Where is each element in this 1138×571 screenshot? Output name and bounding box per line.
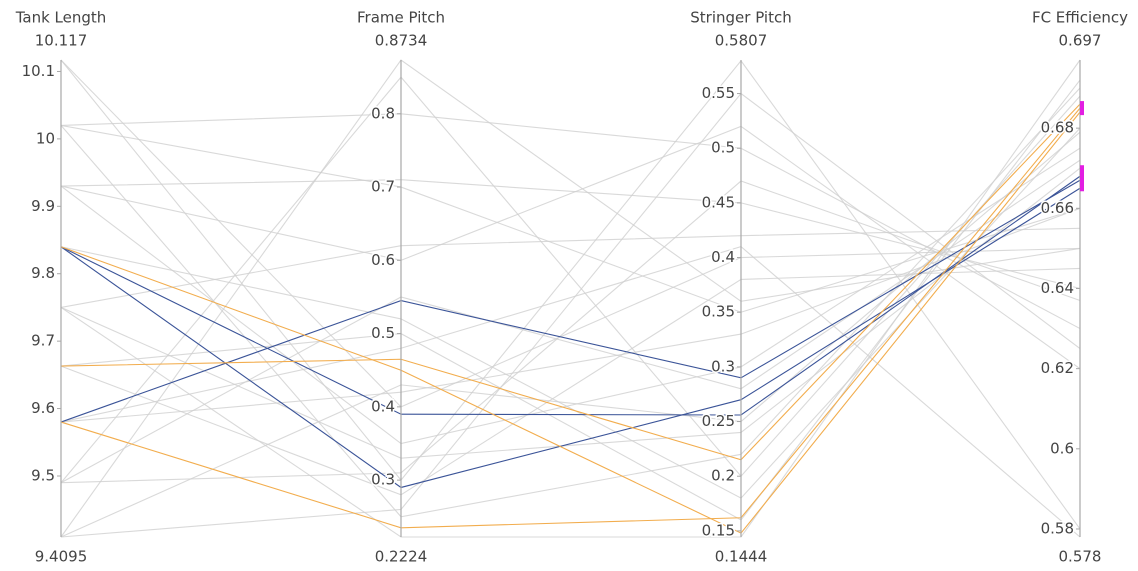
tick-label: 0.5 bbox=[371, 324, 395, 342]
tick-label: 0.62 bbox=[1041, 359, 1074, 377]
data-line bbox=[60, 103, 1081, 461]
tick-label: 0.2 bbox=[711, 467, 735, 485]
constraint-range bbox=[1080, 165, 1084, 192]
tick-label: 0.58 bbox=[1041, 519, 1074, 537]
tick-label: 9.6 bbox=[31, 399, 55, 417]
axis-min: 9.4095 bbox=[35, 548, 88, 566]
tick-label: 0.5 bbox=[711, 139, 735, 157]
tick-label: 0.15 bbox=[702, 521, 735, 539]
data-line bbox=[60, 131, 1081, 538]
axis-max: 0.697 bbox=[1059, 32, 1102, 50]
axis-max: 0.8734 bbox=[375, 32, 428, 50]
axis-min: 0.1444 bbox=[715, 548, 768, 566]
tick-label: 0.25 bbox=[702, 412, 735, 430]
tick-label: 0.7 bbox=[371, 178, 395, 196]
tick-label: 9.7 bbox=[31, 332, 55, 350]
data-line bbox=[60, 59, 1081, 530]
tick-label: 9.5 bbox=[31, 466, 55, 484]
data-line bbox=[60, 107, 1081, 529]
data-line bbox=[60, 111, 1081, 534]
data-line bbox=[60, 59, 1081, 538]
axis-title: Stringer Pitch bbox=[690, 9, 791, 27]
tick-label: 0.64 bbox=[1041, 279, 1074, 297]
data-line bbox=[60, 113, 1081, 330]
tick-label: 0.3 bbox=[711, 357, 735, 375]
tick-label: 0.4 bbox=[371, 397, 395, 415]
tick-label: 9.8 bbox=[31, 264, 55, 282]
tick-label: 10.1 bbox=[22, 62, 55, 80]
data-line bbox=[60, 179, 1081, 423]
tick-label: 0.8 bbox=[371, 104, 395, 122]
axis-title: Frame Pitch bbox=[357, 9, 445, 27]
data-line bbox=[60, 79, 1081, 521]
data-line bbox=[60, 92, 1081, 538]
axis-max: 10.117 bbox=[35, 32, 88, 50]
data-line bbox=[60, 124, 1081, 313]
axis-title: Tank Length bbox=[15, 9, 107, 27]
data-line bbox=[60, 180, 1081, 484]
axis-title: FC Efficiency bbox=[1032, 9, 1128, 27]
data-line bbox=[60, 207, 1081, 423]
tick-label: 0.66 bbox=[1041, 199, 1074, 217]
data-line bbox=[60, 59, 1081, 538]
data-line bbox=[60, 179, 1081, 290]
tick-label: 0.55 bbox=[702, 84, 735, 102]
axis-max: 0.5807 bbox=[715, 32, 768, 50]
tick-label: 9.9 bbox=[31, 197, 55, 215]
constraint-range bbox=[1080, 101, 1084, 116]
data-line bbox=[60, 175, 1081, 416]
data-line bbox=[60, 187, 1081, 489]
tick-label: 0.6 bbox=[1050, 439, 1074, 457]
data-line bbox=[60, 246, 1081, 538]
tick-label: 0.3 bbox=[371, 471, 395, 489]
data-line bbox=[60, 76, 1081, 484]
tick-label: 0.35 bbox=[702, 303, 735, 321]
tick-label: 0.4 bbox=[711, 248, 735, 266]
axis-min: 0.578 bbox=[1059, 548, 1102, 566]
data-line bbox=[60, 125, 1081, 370]
axis-min: 0.2224 bbox=[375, 548, 428, 566]
tick-label: 10 bbox=[36, 129, 55, 147]
tick-label: 0.68 bbox=[1041, 119, 1074, 137]
data-line bbox=[60, 147, 1081, 445]
data-line bbox=[60, 59, 1081, 408]
data-line bbox=[60, 227, 1081, 308]
tick-label: 0.45 bbox=[702, 193, 735, 211]
lines bbox=[60, 59, 1081, 538]
tick-label: 0.6 bbox=[371, 251, 395, 269]
